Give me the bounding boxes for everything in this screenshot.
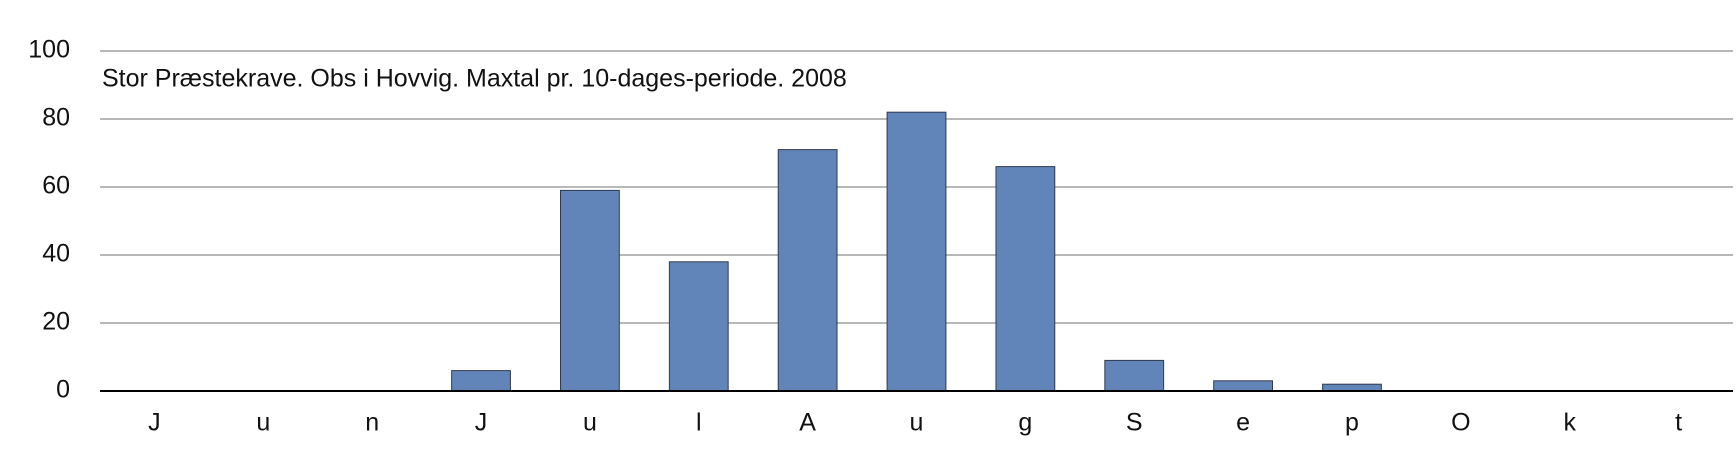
bar — [1104, 359, 1165, 392]
bar — [1213, 380, 1273, 392]
bar — [777, 149, 838, 392]
x-tick-label: l — [696, 409, 702, 437]
x-tick-label: S — [1126, 409, 1143, 437]
bar — [995, 166, 1056, 392]
x-tick-label: n — [365, 409, 379, 437]
x-tick-label: u — [910, 409, 924, 437]
x-tick-label: p — [1345, 409, 1359, 437]
x-tick-label: g — [1018, 409, 1032, 437]
x-tick-label: t — [1675, 409, 1682, 437]
bar — [1322, 383, 1382, 392]
bar — [560, 189, 620, 392]
y-tick-label: 0 — [56, 376, 70, 404]
x-tick-label: k — [1563, 409, 1576, 437]
y-tick-label: 60 — [42, 172, 70, 200]
y-tick-label: 100 — [28, 36, 70, 64]
y-tick-label: 20 — [42, 308, 70, 336]
x-tick-label: O — [1451, 409, 1470, 437]
y-tick-label: 80 — [42, 104, 70, 132]
bar — [886, 111, 947, 392]
bar — [451, 370, 511, 392]
chart-title: Stor Præstekrave. Obs i Hovvig. Maxtal p… — [102, 65, 847, 93]
y-tick-label: 40 — [42, 240, 70, 268]
x-tick-label: u — [583, 409, 597, 437]
x-tick-label: e — [1236, 409, 1250, 437]
x-tick-label: J — [148, 409, 161, 437]
x-tick-label: J — [475, 409, 488, 437]
x-tick-label: A — [799, 409, 816, 437]
x-tick-label: u — [256, 409, 270, 437]
bar — [668, 261, 729, 392]
